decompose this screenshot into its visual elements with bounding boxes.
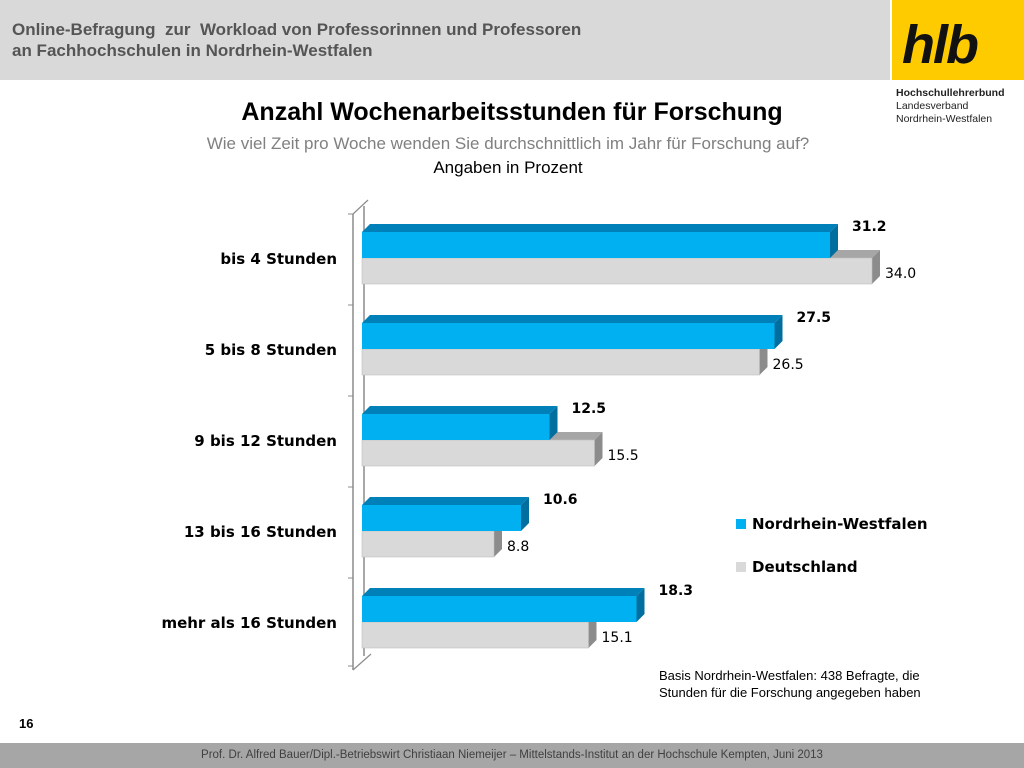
footer-band: Prof. Dr. Alfred Bauer/Dipl.-Betriebswir… [0, 743, 1024, 768]
bar-side-face [588, 614, 597, 648]
data-label-deutschland: 26.5 [773, 357, 804, 373]
chart-legend: Nordrhein-Westfalen Deutschland [736, 514, 928, 600]
bar-nrw [362, 414, 550, 440]
category-label: 9 bis 12 Stunden [194, 432, 337, 450]
data-label-nrw: 31.2 [852, 219, 887, 235]
bar-side-face [636, 588, 645, 622]
bar-top-face [362, 315, 783, 323]
bar-top-face [362, 497, 529, 505]
logo-mark: hlb [902, 15, 979, 75]
data-label-nrw: 18.3 [659, 583, 694, 599]
data-label-nrw: 27.5 [797, 310, 832, 326]
legend-label-de: Deutschland [752, 558, 858, 576]
data-label-deutschland: 15.5 [608, 448, 639, 464]
page-number: 16 [19, 716, 34, 731]
logo-line1: Hochschullehrerbund [896, 87, 1005, 99]
bar-side-face [774, 315, 783, 349]
logo-line2: Landesverband [896, 100, 969, 112]
header-title: Online-Befragung zur Workload von Profes… [12, 19, 581, 61]
footer-text: Prof. Dr. Alfred Bauer/Dipl.-Betriebswir… [201, 749, 823, 761]
category-label: 13 bis 16 Stunden [184, 523, 337, 541]
bar-deutschland [361, 621, 589, 649]
data-label-nrw: 10.6 [543, 492, 578, 508]
chart-subtitle: Wie viel Zeit pro Woche wenden Sie durch… [206, 134, 810, 153]
bar-nrw [362, 505, 521, 531]
axis-top-connector [352, 199, 369, 215]
legend-item-de: Deutschland [736, 557, 928, 577]
bar-top-face [362, 588, 645, 596]
legend-item-nrw: Nordrhein-Westfalen [736, 514, 928, 534]
bar-side-face [759, 341, 768, 375]
note-line1: Basis Nordrhein-Westfalen: 438 Befragte,… [659, 668, 920, 683]
logo-line3: Nordrhein-Westfalen [896, 113, 993, 125]
bar-side-face [549, 406, 558, 440]
header-band: Online-Befragung zur Workload von Profes… [0, 0, 890, 80]
category-label: 5 bis 8 Stunden [205, 341, 337, 359]
note-line2: Stunden für die Forschung angegeben habe… [659, 685, 921, 700]
legend-label-nrw: Nordrhein-Westfalen [752, 515, 928, 533]
data-label-deutschland: 15.1 [602, 630, 633, 646]
logo-subtitle: Hochschullehrerbund Landesverband Nordrh… [896, 87, 1005, 126]
bar-deutschland [361, 348, 760, 376]
bar-side-face [494, 523, 502, 557]
header-title-line1: Online-Befragung zur Workload von Profes… [12, 20, 582, 39]
bar-nrw [362, 323, 775, 349]
legend-swatch-de [736, 562, 746, 572]
bar-nrw [362, 596, 637, 622]
data-label-nrw: 12.5 [572, 401, 607, 417]
chart-unit-label: Angaben in Prozent [433, 158, 583, 177]
data-label-deutschland: 8.8 [507, 539, 529, 555]
bar-top-face [362, 406, 558, 414]
bar-top-face [362, 224, 838, 232]
axis-bottom-connector [352, 653, 372, 671]
chart-title: Anzahl Wochenarbeitsstunden für Forschun… [241, 98, 783, 126]
category-label: bis 4 Stunden [220, 250, 337, 268]
bar-side-face [830, 224, 838, 258]
header-title-line2: an Fachhochschulen in Nordrhein-Westfale… [12, 41, 373, 60]
bar-deutschland [361, 439, 595, 467]
bar-side-face [872, 250, 880, 284]
bar-side-face [594, 432, 603, 466]
bar-chart: bis 4 Stunden 34.0 31.2 5 bis 8 Stunden 26.5… [161, 199, 916, 671]
bar-deutschland [361, 257, 873, 285]
sample-note: Basis Nordrhein-Westfalen: 438 Befragte,… [659, 667, 921, 701]
legend-swatch-nrw [736, 519, 746, 529]
bar-nrw [362, 232, 830, 258]
category-label: mehr als 16 Stunden [161, 614, 337, 632]
bar-deutschland [361, 530, 495, 558]
bar-side-face [521, 497, 529, 531]
data-label-deutschland: 34.0 [885, 266, 916, 282]
hlb-logo: hlb [892, 0, 1024, 80]
